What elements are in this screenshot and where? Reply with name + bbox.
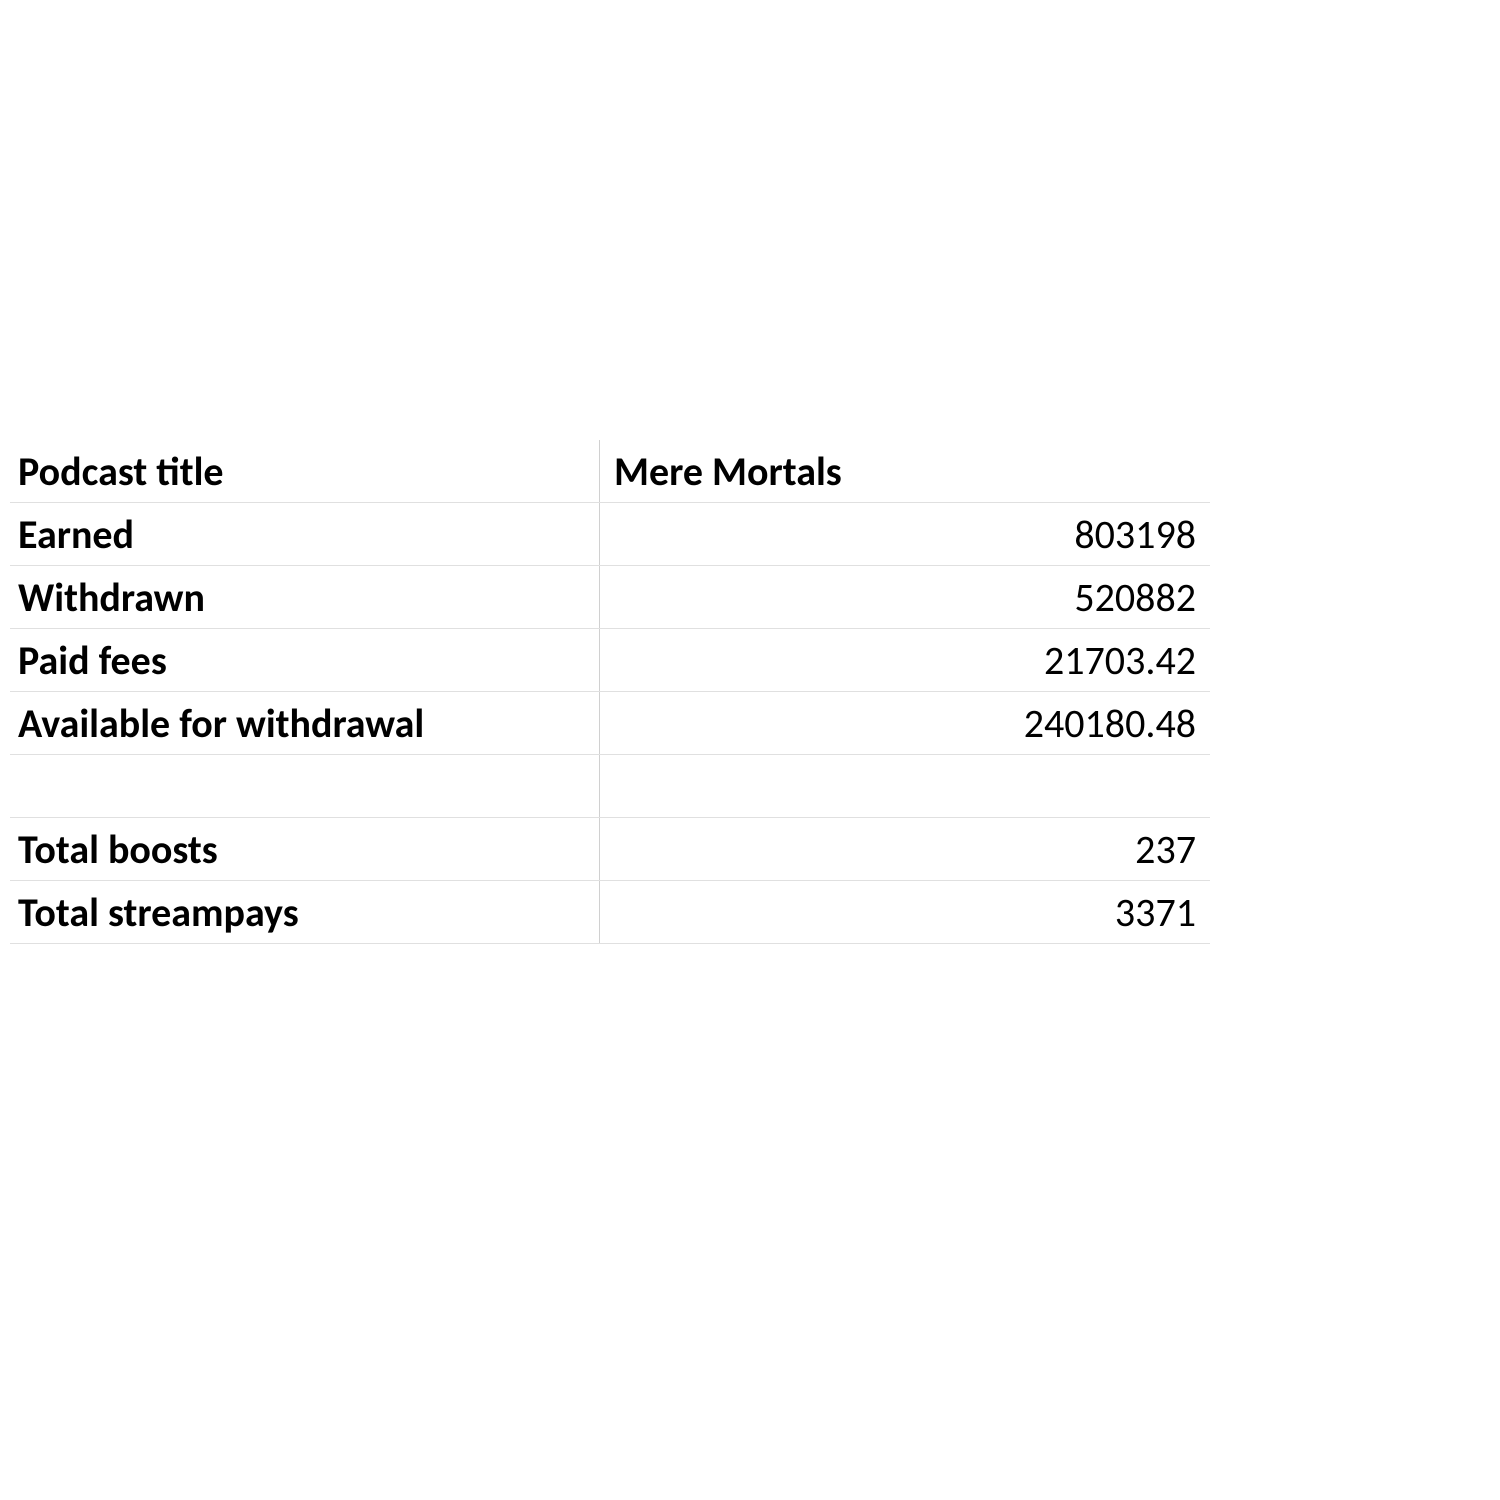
row-label: Earned [10, 503, 600, 565]
row-value: 803198 [600, 503, 1208, 565]
table-row: Podcast title Mere Mortals [10, 440, 1210, 503]
row-value: Mere Mortals [600, 440, 1208, 502]
table-row: Available for withdrawal 240180.48 [10, 692, 1210, 755]
row-value [600, 755, 1208, 817]
page: Podcast title Mere Mortals Earned 803198… [0, 0, 1500, 1500]
row-label: Podcast title [10, 440, 600, 502]
row-label [10, 755, 600, 817]
row-label: Total streampays [10, 881, 600, 943]
table-row: Withdrawn 520882 [10, 566, 1210, 629]
row-value: 237 [600, 818, 1208, 880]
row-value: 240180.48 [600, 692, 1208, 754]
row-label: Withdrawn [10, 566, 600, 628]
table-row [10, 755, 1210, 818]
row-value: 3371 [600, 881, 1208, 943]
row-label: Paid fees [10, 629, 600, 691]
row-value: 520882 [600, 566, 1208, 628]
row-label: Available for withdrawal [10, 692, 600, 754]
stats-table: Podcast title Mere Mortals Earned 803198… [10, 440, 1210, 944]
row-value: 21703.42 [600, 629, 1208, 691]
row-label: Total boosts [10, 818, 600, 880]
table-row: Total streampays 3371 [10, 881, 1210, 944]
table-row: Total boosts 237 [10, 818, 1210, 881]
table-row: Earned 803198 [10, 503, 1210, 566]
table-row: Paid fees 21703.42 [10, 629, 1210, 692]
